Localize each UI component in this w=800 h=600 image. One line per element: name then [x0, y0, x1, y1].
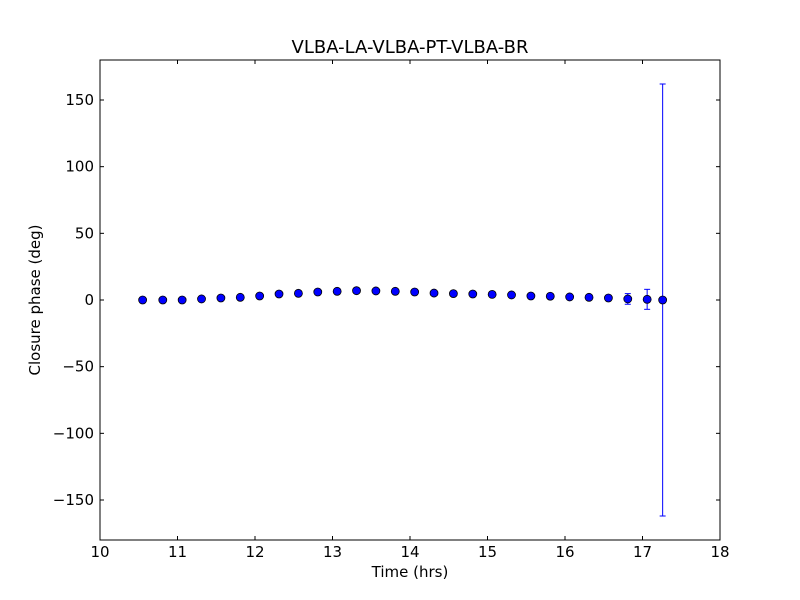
data-point: [584, 292, 594, 302]
y-tick-label: −100: [53, 424, 94, 442]
data-point: [507, 290, 516, 300]
data-point: [623, 294, 633, 304]
data-point: [642, 294, 652, 304]
x-tick-label: 17: [633, 543, 652, 561]
y-tick-label: −50: [62, 358, 94, 376]
data-point: [293, 288, 303, 298]
y-tick-label: −150: [53, 491, 94, 509]
data-point: [526, 291, 536, 301]
data-point: [487, 289, 497, 299]
data-point: [138, 295, 148, 305]
data-point: [255, 291, 265, 301]
x-tick-label: 13: [323, 543, 342, 561]
marker-layer: [138, 286, 668, 305]
data-point: [448, 289, 458, 299]
y-tick-label: 50: [75, 224, 94, 242]
data-point: [565, 292, 575, 302]
data-point: [371, 286, 381, 296]
data-point: [313, 287, 323, 297]
x-tick-label: 12: [245, 543, 264, 561]
x-axis-label: Time (hrs): [371, 563, 449, 581]
data-point: [332, 286, 342, 296]
data-point: [274, 289, 284, 299]
data-point: [158, 295, 168, 305]
y-tick-label: 150: [65, 91, 94, 109]
data-point: [545, 291, 555, 301]
data-point: [235, 292, 245, 302]
data-point: [352, 286, 361, 296]
data-point: [216, 293, 226, 303]
data-point: [604, 293, 613, 303]
x-tick-label: 10: [90, 543, 109, 561]
data-point: [410, 287, 420, 297]
x-tick-label: 18: [710, 543, 729, 561]
x-tick-label: 11: [168, 543, 187, 561]
x-tick-label: 15: [478, 543, 497, 561]
data-point: [468, 289, 478, 299]
data-point: [658, 295, 668, 305]
data-point: [177, 295, 187, 305]
y-axis-ticks: −150 −100 −50 0 50 100 150: [53, 91, 720, 509]
y-tick-label: 0: [84, 291, 94, 309]
chart-title: VLBA-LA-VLBA-PT-VLBA-BR: [292, 37, 529, 58]
x-tick-label: 14: [400, 543, 419, 561]
data-point: [390, 286, 400, 296]
x-axis-ticks: 10 11 12 13 14 15 16 17 18: [90, 60, 730, 561]
y-tick-label: 100: [65, 158, 94, 176]
y-axis-label: Closure phase (deg): [26, 225, 44, 376]
x-tick-label: 16: [555, 543, 574, 561]
data-point: [197, 294, 206, 304]
data-point: [429, 288, 439, 298]
